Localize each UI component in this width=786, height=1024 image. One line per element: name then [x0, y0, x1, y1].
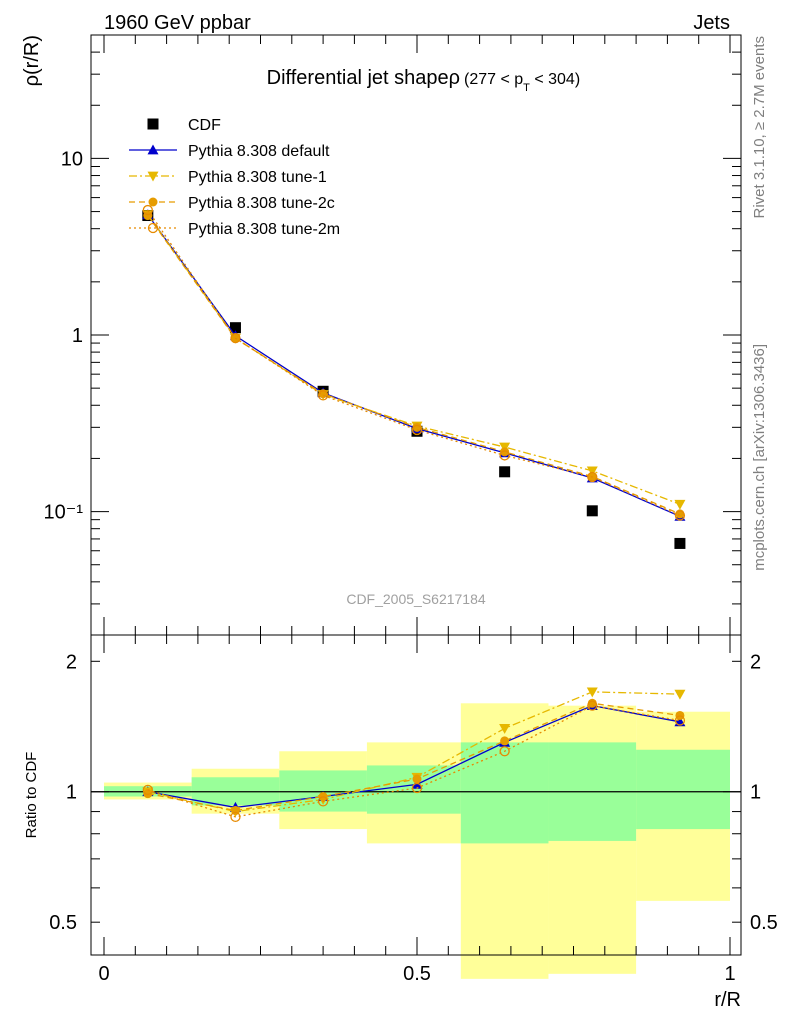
ratio-y-tick-label-left: 2 — [66, 651, 77, 673]
data-point — [500, 447, 510, 457]
mcplots-label: mcplots.cern.ch [arXiv:1306.3436] — [751, 344, 768, 571]
ratio-y-tick-label-right: 0.5 — [750, 912, 778, 934]
data-point — [411, 424, 423, 436]
ratio-series-pythia-8-308-tune-2m — [142, 700, 686, 823]
legend: CDF Pythia 8.308 default Pythia 8.308 tune… — [129, 117, 340, 238]
main-y-axis-label: ρ(r/R) — [21, 35, 43, 86]
ratio-data-point — [587, 700, 598, 711]
ratio-y-tick-label-left: 1 — [66, 782, 77, 804]
ratio-data-point — [499, 724, 511, 734]
header-right: Jets — [693, 12, 730, 34]
ratio-data-point — [674, 715, 686, 726]
legend-marker — [147, 144, 159, 155]
data-point — [142, 204, 153, 216]
series-line — [147, 214, 681, 505]
legend-item: CDF — [147, 117, 221, 134]
series-line — [147, 215, 681, 515]
data-point — [499, 466, 511, 478]
legend-item: Pythia 8.308 default — [129, 143, 330, 160]
series-pythia-8-308-tune-1 — [142, 210, 686, 510]
legend-marker — [147, 118, 159, 130]
plot-title-range: (277 < pT < 304) — [464, 71, 580, 94]
legend-label: Pythia 8.308 tune-2c — [188, 195, 335, 212]
ratio-data-point — [412, 774, 422, 784]
uncertainty-band-green — [460, 742, 549, 844]
x-axis-label: r/R — [714, 989, 741, 1011]
legend-label: Pythia 8.308 default — [188, 143, 330, 160]
data-point — [674, 499, 686, 510]
y-tick-label: 10⁻¹ — [44, 502, 84, 524]
legend-label: Pythia 8.308 tune-2m — [188, 221, 340, 238]
ratio-y-tick-label-right: 1 — [750, 782, 761, 804]
legend-item: Pythia 8.308 tune-2m — [129, 221, 340, 238]
data-point — [586, 505, 598, 517]
ratio-data-point — [499, 746, 510, 757]
rivet-label: Rivet 3.1.10, ≥ 2.7M events — [751, 36, 768, 219]
ratio-data-point — [674, 689, 686, 700]
legend-item: Pythia 8.308 tune-2c — [129, 195, 335, 212]
series-pythia-8-308-tune-2m — [142, 204, 686, 521]
data-point — [230, 332, 241, 344]
header-left: 1960 GeV ppbar — [104, 12, 251, 34]
data-point — [586, 466, 598, 477]
ratio-plot-panel: 2 2 1 1 0.5 0.5 0 0.5 1 — [49, 634, 778, 985]
series-pythia-8-308-tune-2c — [143, 211, 685, 519]
y-tick-label: 1 — [72, 325, 83, 347]
x-tick-label: 0 — [98, 963, 109, 985]
legend-marker — [147, 222, 159, 234]
analysis-label: CDF_2005_S6217184 — [346, 591, 486, 607]
ratio-data-point — [411, 782, 423, 794]
x-tick-label: 1 — [724, 963, 735, 985]
series-pythia-8-308-default — [142, 209, 686, 521]
data-point — [674, 510, 686, 521]
series-line — [147, 209, 681, 517]
ratio-data-point — [317, 796, 329, 807]
ratio-y-tick-label-right: 2 — [750, 651, 761, 673]
ratio-y-axis-label: Ratio to CDF — [23, 752, 40, 839]
plot-title: Differential jet shapeρ — [267, 67, 460, 89]
ratio-plot-frame — [90, 634, 742, 956]
x-tick-label: 0.5 — [403, 963, 431, 985]
series-line — [147, 214, 681, 517]
ratio-data-point — [143, 789, 153, 799]
legend-marker — [147, 171, 159, 182]
y-tick-label: 10 — [61, 148, 83, 170]
data-point — [229, 322, 241, 334]
ratio-y-tick-label-left: 0.5 — [49, 912, 77, 934]
legend-label: CDF — [188, 117, 221, 134]
ratio-data-point — [500, 736, 510, 746]
data-point — [412, 422, 422, 432]
data-point — [317, 390, 329, 401]
series-cdf — [142, 210, 686, 549]
uncertainty-band-green — [636, 749, 730, 830]
ratio-series-line — [147, 704, 681, 818]
data-point — [674, 537, 686, 549]
legend-label: Pythia 8.308 tune-1 — [188, 169, 327, 186]
data-point — [143, 211, 153, 221]
legend-item: Pythia 8.308 tune-1 — [129, 169, 327, 186]
ratio-data-point — [586, 687, 598, 698]
legend-marker — [148, 197, 158, 207]
ratio-data-point — [142, 784, 153, 796]
ratio-data-point — [230, 811, 241, 823]
data-point — [587, 471, 598, 483]
data-point — [499, 450, 510, 461]
